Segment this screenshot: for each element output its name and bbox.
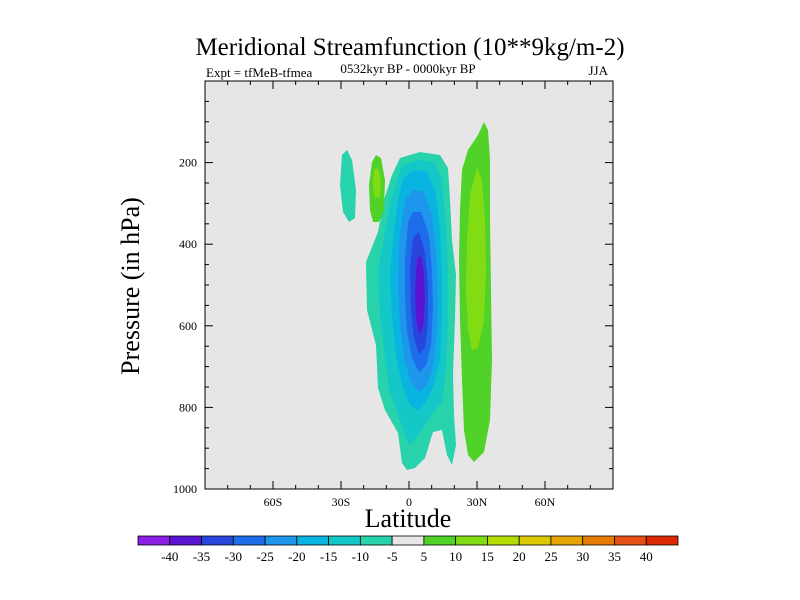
colorbar-swatch	[550, 535, 584, 546]
colorbar-label: 10	[449, 549, 462, 564]
colorbar-swatch	[614, 535, 647, 546]
contour-neg-35	[415, 256, 425, 334]
contour-fills	[340, 122, 492, 470]
colorbar-label: -20	[288, 549, 305, 564]
colorbar-label: 5	[421, 549, 428, 564]
colorbar-swatch	[518, 535, 552, 546]
colorbar-swatch	[296, 535, 329, 546]
colorbar-label: 20	[513, 549, 526, 564]
colorbar-swatch	[582, 535, 615, 546]
colorbar-label: 35	[608, 549, 621, 564]
colorbar-label: 15	[481, 549, 494, 564]
x-tick-label: 30S	[332, 495, 351, 509]
colorbar-label: -35	[193, 549, 210, 564]
y-tick-label: 800	[179, 400, 197, 414]
chart-title: Meridional Streamfunction (10**9kg/m-2)	[195, 34, 624, 61]
y-tick-label: 400	[179, 237, 197, 251]
x-tick-label: 0	[406, 495, 412, 509]
colorbar-swatch	[232, 535, 266, 546]
colorbar-swatch	[137, 535, 171, 546]
colorbar-swatch	[455, 535, 488, 546]
colorbar-swatch	[391, 535, 425, 546]
x-tick-label: 30N	[467, 495, 488, 509]
x-tick-label: 60N	[535, 495, 556, 509]
colorbar-label: 40	[640, 549, 653, 564]
contour-neg-5-far-south	[340, 150, 356, 222]
colorbar-label: 30	[576, 549, 589, 564]
experiment-label: Expt = tfMeB-tfmea	[206, 65, 312, 80]
x-axis-label: Latitude	[365, 504, 452, 533]
period-label: 0532kyr BP - 0000kyr BP	[340, 61, 475, 76]
colorbar-label: -25	[256, 549, 273, 564]
colorbar-swatch	[645, 535, 679, 546]
colorbar: -40 -35 -30 -25 -20 -15 -10 -5 5 10 15 20 25 30 35 40	[137, 535, 679, 564]
colorbar-label: -30	[225, 549, 242, 564]
colorbar-swatch	[201, 535, 234, 546]
colorbar-swatch	[328, 535, 361, 546]
season-label: JJA	[588, 63, 608, 78]
colorbar-swatch	[487, 535, 520, 546]
colorbar-swatch	[264, 535, 298, 546]
colorbar-swatch	[169, 535, 202, 546]
contour-pos-10-south	[373, 168, 381, 198]
colorbar-label: 25	[544, 549, 557, 564]
y-axis-label: Pressure (in hPa)	[116, 197, 145, 375]
contour-pos-10-north	[466, 168, 486, 350]
colorbar-label: -10	[352, 549, 369, 564]
y-tick-label: 200	[179, 156, 197, 170]
colorbar-label: -5	[387, 549, 398, 564]
x-axis: 60S 30S 0 30N 60N	[204, 81, 614, 509]
y-tick-label: 600	[179, 319, 197, 333]
x-tick-label: 60S	[264, 495, 283, 509]
y-axis: 200 400 600 800 1000	[173, 100, 613, 496]
colorbar-label: -15	[320, 549, 337, 564]
colorbar-swatch	[359, 535, 393, 546]
colorbar-swatch	[423, 535, 457, 546]
y-tick-label: 1000	[173, 482, 197, 496]
colorbar-label: -40	[161, 549, 178, 564]
